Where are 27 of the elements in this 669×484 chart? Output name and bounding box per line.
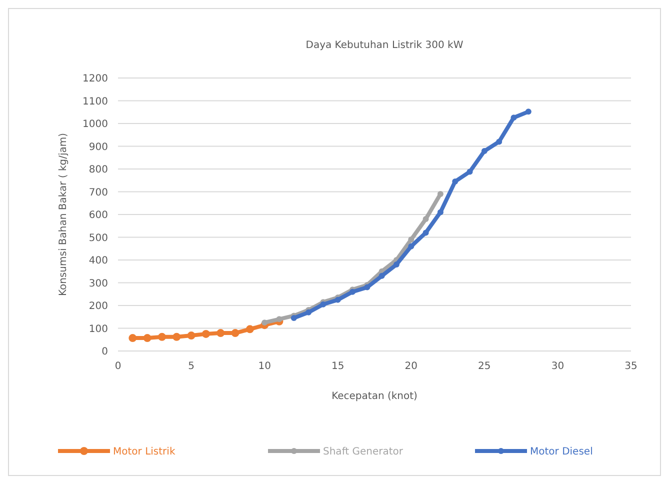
y-axis-title: Konsumsi Bahan Bakar ( kg/jam) — [58, 132, 69, 296]
x-tick-label: 20 — [404, 361, 418, 372]
y-tick-label: 800 — [88, 164, 108, 176]
x-tick-label: 5 — [188, 361, 194, 372]
y-tick-label: 400 — [88, 256, 108, 266]
y-tick-label: 900 — [88, 142, 108, 153]
x-tick-label: 25 — [478, 361, 491, 372]
text: Shaft Generator — [323, 446, 404, 458]
y-tick-label: 1200 — [82, 74, 108, 84]
y-tick-label: 300 — [88, 278, 108, 290]
y-tick-label: 200 — [88, 301, 108, 312]
y-tick-label: 700 — [88, 187, 108, 198]
x-tick-label: 0 — [114, 361, 122, 372]
x-tick-label: 30 — [551, 361, 564, 372]
y-tick-label: 0 — [102, 346, 108, 358]
x-tick-label: 10 — [258, 361, 271, 372]
x-tick-label: 15 — [331, 361, 344, 372]
y-tick-label: 1000 — [82, 119, 108, 130]
text: Motor Diesel — [530, 446, 593, 458]
y-tick-label: 500 — [88, 232, 108, 244]
y-tick-label: 600 — [88, 210, 108, 221]
text: Motor Listrik — [113, 446, 176, 458]
x-axis-title: Kecepatan (knot) — [332, 391, 418, 402]
y-tick-label: 100 — [88, 324, 108, 335]
x-tick-label: 35 — [624, 361, 638, 372]
y-tick-label: 1100 — [82, 96, 108, 108]
chart-title: Daya Kebutuhan Listrik 300 kW — [306, 40, 464, 51]
